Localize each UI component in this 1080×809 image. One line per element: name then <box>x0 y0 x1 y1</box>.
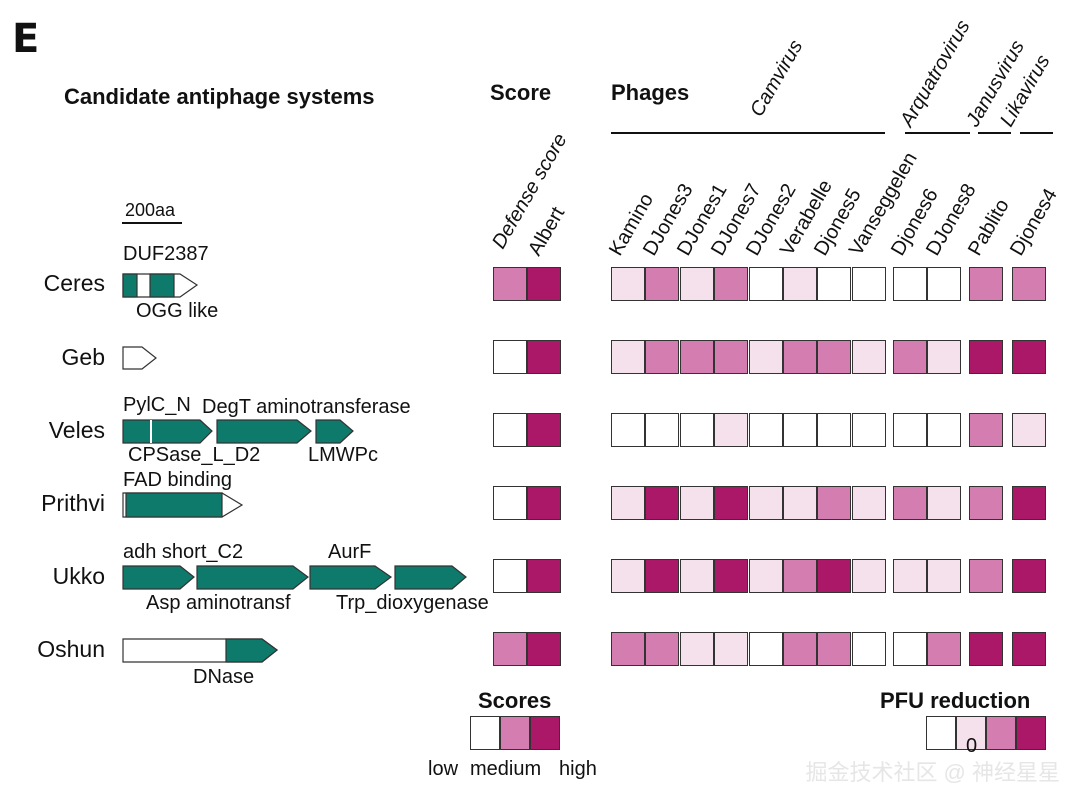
score-legend-swatch <box>500 716 530 750</box>
gene-label-pylc: PylC_N <box>123 394 191 416</box>
score-legend-swatch <box>530 716 560 750</box>
scale-bar-label: 200aa <box>125 200 176 220</box>
pfu-legend-swatch <box>1016 716 1046 750</box>
gene-arrow-geb <box>122 346 157 370</box>
legend-medium: medium <box>470 758 542 780</box>
gene-label-ogg: OGG like <box>136 300 219 322</box>
arquatrovirus-line <box>905 132 970 134</box>
gene-label-duf2387: DUF2387 <box>123 243 209 265</box>
legend-high: high <box>559 758 597 780</box>
gene-label-asp: Asp aminotransf <box>146 592 291 614</box>
panel-letter: E <box>12 16 40 62</box>
system-name-prithvi: Prithvi <box>41 490 105 516</box>
pfu-legend-swatch <box>986 716 1016 750</box>
janusvirus-line <box>978 132 1011 134</box>
legend-low: low <box>428 758 459 780</box>
pfu-legend-swatch <box>926 716 956 750</box>
gene-arrow-ukko-3 <box>309 565 393 590</box>
gene-label-degt: DegT aminotransferase <box>202 396 411 418</box>
score-legend-swatch <box>470 716 500 750</box>
gene-arrow-veles-2 <box>216 419 312 444</box>
gene-label-trp: Trp_dioxygenase <box>336 592 489 614</box>
likavirus-line <box>1020 132 1053 134</box>
gene-label-adh: adh short_C2 <box>123 541 244 563</box>
pfu-legend-swatch <box>956 716 986 750</box>
pfu-legend-title: PFU reduction <box>880 688 1031 713</box>
watermark: 掘金技术社区 @ 神经星星 <box>805 760 1060 785</box>
gene-arrow-ukko-2 <box>196 565 309 590</box>
system-name-veles: Veles <box>48 417 105 443</box>
system-name-oshun: Oshun <box>37 636 105 662</box>
gene-domain <box>225 638 278 663</box>
gene-arrow-veles-1 <box>122 419 213 444</box>
scale-bar <box>122 222 182 224</box>
camvirus-line <box>611 132 885 134</box>
pfu-legend-zero: 0 <box>966 735 978 757</box>
gene-label-aurf: AurF <box>328 541 372 563</box>
scores-legend-title: Scores <box>478 688 552 713</box>
gene-label-lmwpc: LMWPc <box>308 444 378 466</box>
systems-header: Candidate antiphage systems <box>64 84 375 109</box>
gene-arrow-veles-3 <box>315 419 354 444</box>
score-header: Score <box>490 80 552 105</box>
system-name-ceres: Ceres <box>43 270 105 296</box>
gene-label-dnase: DNase <box>193 666 255 688</box>
phages-header: Phages <box>611 80 690 105</box>
gene-label-cpsase: CPSase_L_D2 <box>128 444 261 466</box>
gene-arrow-ukko-1 <box>122 565 195 590</box>
system-name-ukko: Ukko <box>52 563 105 589</box>
gene-domain <box>149 273 175 298</box>
gene-domain <box>125 492 223 518</box>
gene-arrow-ukko-4 <box>394 565 467 590</box>
system-name-geb: Geb <box>61 344 105 370</box>
gene-domain <box>122 273 138 298</box>
gene-label-fad: FAD binding <box>123 469 232 491</box>
